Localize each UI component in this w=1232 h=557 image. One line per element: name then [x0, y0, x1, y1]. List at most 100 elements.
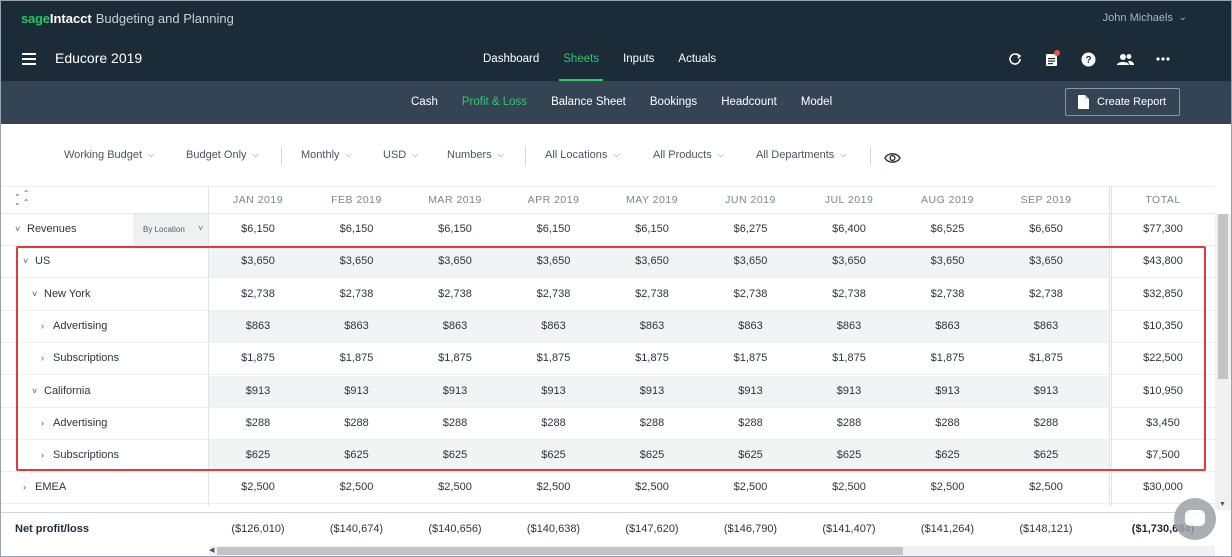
table-cell[interactable]: $1,875: [635, 352, 669, 365]
row-label[interactable]: › Advertising: [41, 417, 107, 429]
tab-model[interactable]: Model: [800, 96, 833, 108]
chevron-down-icon[interactable]: ⌄: [1178, 12, 1187, 23]
net-cell[interactable]: ($141,264): [920, 523, 975, 535]
table-cell[interactable]: $2,500: [438, 481, 472, 494]
table-cell[interactable]: $625: [245, 449, 271, 462]
tab-bookings[interactable]: Bookings: [649, 96, 698, 108]
table-cell[interactable]: $2,738: [635, 287, 669, 300]
horizontal-scrollbar[interactable]: ◀: [209, 546, 1215, 556]
table-cell[interactable]: $625: [738, 449, 763, 462]
table-cell[interactable]: $1,875: [438, 352, 472, 365]
net-cell[interactable]: ($146,790): [723, 523, 778, 535]
table-cell[interactable]: $288: [344, 416, 369, 429]
total-cell[interactable]: $3,450: [1146, 416, 1180, 429]
scenario-dropdown[interactable]: Working Budget ⌵: [64, 149, 154, 161]
tab-balance-sheet[interactable]: Balance Sheet: [551, 96, 626, 108]
total-cell[interactable]: $30,000: [1143, 481, 1183, 494]
table-cell[interactable]: $913: [442, 384, 468, 397]
refresh-icon[interactable]: [996, 49, 1033, 69]
table-cell[interactable]: $2,738: [832, 287, 866, 300]
table-cell[interactable]: $913: [738, 384, 763, 397]
scroll-left-icon[interactable]: ◀: [209, 547, 215, 554]
hamburger-menu-icon[interactable]: [22, 53, 36, 65]
table-cell[interactable]: $6,150: [536, 223, 571, 235]
tab-cash[interactable]: Cash: [411, 96, 438, 108]
table-cell[interactable]: $2,738: [733, 287, 768, 300]
total-cell[interactable]: $10,350: [1143, 319, 1183, 332]
table-cell[interactable]: $625: [344, 449, 369, 462]
table-cell[interactable]: $913: [1033, 384, 1059, 397]
expand-collapse-all-icon[interactable]: ⌄ ⌃ ⌄ ⌃: [14, 189, 30, 207]
table-cell[interactable]: $288: [1033, 416, 1059, 429]
table-cell[interactable]: $913: [245, 384, 271, 397]
expand-chevron-icon[interactable]: ›: [23, 482, 26, 493]
table-cell[interactable]: $863: [639, 319, 665, 332]
table-cell[interactable]: $3,650: [930, 255, 965, 268]
table-cell[interactable]: $1,875: [536, 352, 571, 365]
table-cell[interactable]: $863: [836, 319, 862, 332]
table-cell[interactable]: $2,738: [536, 287, 571, 300]
scrollbar-thumb[interactable]: [217, 547, 903, 555]
collapse-chevron-icon[interactable]: ˅: [23, 256, 29, 267]
table-cell[interactable]: $2,500: [635, 481, 669, 494]
table-cell[interactable]: $6,400: [832, 223, 866, 235]
net-cell[interactable]: ($141,407): [822, 523, 876, 535]
collapse-chevron-icon[interactable]: ˅: [32, 288, 38, 299]
table-cell[interactable]: $2,738: [438, 287, 472, 300]
table-cell[interactable]: $2,738: [339, 287, 374, 300]
table-cell[interactable]: $6,150: [635, 223, 669, 235]
nav-dashboard[interactable]: Dashboard: [483, 53, 540, 65]
net-cell[interactable]: ($140,656): [428, 523, 482, 535]
total-cell[interactable]: $77,300: [1143, 223, 1183, 235]
expand-chevron-icon[interactable]: ›: [41, 353, 44, 364]
more-icon[interactable]: [1144, 49, 1181, 69]
table-cell[interactable]: $625: [541, 449, 566, 462]
nav-actuals[interactable]: Actuals: [678, 53, 717, 65]
eye-icon[interactable]: [884, 151, 901, 169]
table-cell[interactable]: $1,875: [339, 352, 374, 365]
table-cell[interactable]: $1,875: [930, 352, 965, 365]
table-cell[interactable]: $2,738: [241, 287, 275, 300]
net-cell[interactable]: ($140,638): [526, 523, 581, 535]
row-label[interactable]: ˅ New York: [32, 288, 90, 300]
help-icon[interactable]: ?: [1070, 49, 1107, 69]
table-cell[interactable]: $6,275: [733, 223, 768, 235]
table-cell[interactable]: $2,738: [930, 287, 965, 300]
currency-dropdown[interactable]: USD ⌵: [383, 149, 418, 161]
table-cell[interactable]: $913: [836, 384, 862, 397]
products-dropdown[interactable]: All Products ⌵: [653, 149, 724, 161]
table-cell[interactable]: $3,650: [832, 255, 866, 268]
locations-dropdown[interactable]: All Locations ⌵: [545, 149, 619, 161]
nav-sheets[interactable]: Sheets: [551, 41, 611, 81]
table-cell[interactable]: $288: [541, 416, 566, 429]
net-cell[interactable]: ($140,674): [329, 523, 384, 535]
table-cell[interactable]: $1,875: [1029, 352, 1063, 365]
table-cell[interactable]: $863: [442, 319, 468, 332]
table-cell[interactable]: $6,650: [1029, 223, 1063, 235]
nav-inputs[interactable]: Inputs: [623, 53, 655, 65]
chat-bubble-icon[interactable]: [1174, 498, 1216, 540]
table-cell[interactable]: $913: [541, 384, 566, 397]
tab-headcount[interactable]: Headcount: [721, 96, 777, 108]
vertical-scrollbar[interactable]: ▼: [1215, 214, 1231, 510]
period-dropdown[interactable]: Monthly ⌵: [301, 149, 352, 161]
departments-dropdown[interactable]: All Departments ⌵: [756, 149, 846, 161]
table-cell[interactable]: $288: [639, 416, 665, 429]
row-label[interactable]: ˅ Revenues: [15, 223, 77, 235]
table-cell[interactable]: $3,650: [635, 255, 669, 268]
table-cell[interactable]: $2,500: [832, 481, 866, 494]
table-cell[interactable]: $1,875: [733, 352, 768, 365]
users-icon[interactable]: [1107, 49, 1144, 69]
create-report-button[interactable]: Create Report: [1065, 88, 1180, 116]
table-cell[interactable]: $3,650: [1029, 255, 1063, 268]
expand-chevron-icon[interactable]: ›: [41, 450, 44, 461]
table-cell[interactable]: $863: [541, 319, 566, 332]
row-label[interactable]: ˅ California: [32, 385, 90, 397]
user-menu[interactable]: John Michaels: [1102, 12, 1173, 24]
table-cell[interactable]: $625: [442, 449, 468, 462]
table-cell[interactable]: $1,875: [241, 352, 275, 365]
table-cell[interactable]: $863: [245, 319, 271, 332]
table-cell[interactable]: $288: [836, 416, 862, 429]
table-cell[interactable]: $913: [639, 384, 665, 397]
table-cell[interactable]: $625: [1033, 449, 1059, 462]
